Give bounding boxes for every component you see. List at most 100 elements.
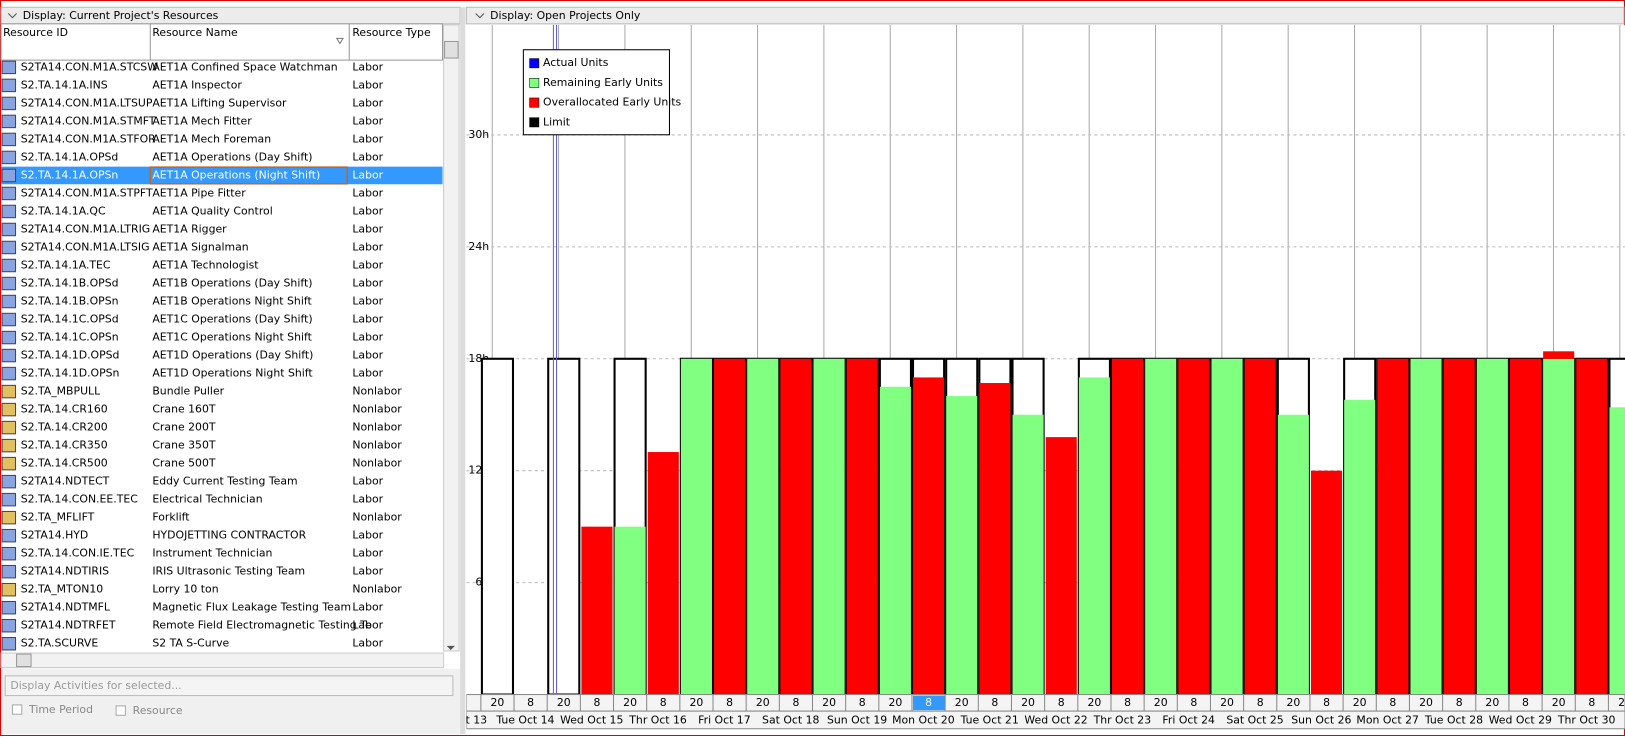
column-title[interactable]: Resource ID — [3, 26, 68, 39]
cell-text: Nonlabor — [352, 511, 402, 524]
overallocated-bar — [1045, 437, 1077, 695]
overallocated-bar — [1310, 470, 1343, 695]
slot-label: 20 — [690, 696, 704, 709]
resource-icon — [1, 186, 17, 201]
resource-icon — [1, 240, 17, 255]
column-title[interactable]: Resource Name — [152, 26, 238, 39]
resource-row[interactable]: S2.TA.14.1D.OPSd AET1D Operations (Day Sh… — [1, 349, 384, 363]
legend-label: Overallocated Early Units — [543, 96, 682, 109]
scroll-arrow[interactable] — [446, 645, 455, 650]
slot-label: 8 — [660, 696, 667, 709]
resource-icon — [1, 474, 17, 489]
checkbox[interactable] — [115, 705, 126, 716]
resource-row[interactable]: S2TA14.HYD HYDOJETTING CONTRACTOR Labor — [1, 529, 384, 543]
cell-text: S2.TA.14.1A.QC — [21, 204, 106, 217]
resource-row[interactable]: S2.TA_MTON10 Lorry 10 ton Nonlabor — [1, 583, 402, 597]
slot-label: 20 — [756, 696, 770, 709]
resource-row[interactable]: S2.TA.14.1B.OPSn AET1B Operations Night S… — [1, 295, 384, 309]
column-title[interactable]: Resource Type — [352, 26, 431, 39]
resource-row[interactable]: S2.TA.14.CR350 Crane 350T Nonlabor — [1, 439, 402, 453]
collapse-icon[interactable] — [475, 13, 485, 19]
cell-text: S2.TA.14.1A.OPSd — [21, 150, 119, 163]
resource-row[interactable]: S2.TA_MFLIFT Forklift Nonlabor — [1, 510, 402, 525]
panel-title: Display: Current Project's Resources — [23, 9, 219, 22]
scroll-thumb[interactable] — [16, 653, 32, 668]
cell-text: S2.TA.14.1D.OPSn — [21, 367, 120, 380]
cell-text: Labor — [352, 367, 383, 380]
checkbox[interactable] — [11, 704, 23, 715]
day-label: Tue Oct 21 — [960, 713, 1019, 726]
resource-row[interactable]: S2.TA_MBPULL Bundle Puller Nonlabor — [1, 385, 402, 399]
chart-title: Display: Open Projects Only — [490, 9, 641, 22]
cell-text: AET1A Confined Space Watchman — [152, 60, 337, 73]
resource-row[interactable]: S2.TA.14.1C.OPSd AET1C Operations (Day Sh… — [1, 313, 384, 327]
day-label: Mon Oct 27 — [1356, 713, 1418, 726]
cell-text: S2.TA.14.CR350 — [21, 439, 108, 452]
resource-row[interactable]: S2.TA.SCURVE S2 TA S-Curve Labor — [1, 637, 384, 651]
cell-text: Crane 160T — [152, 403, 216, 416]
slot-label: 8 — [1389, 696, 1396, 709]
cell-text: S2.TA.14.1A.INS — [21, 78, 108, 91]
collapse-icon[interactable] — [7, 13, 17, 19]
cell-text: AET1A Operations (Night Shift) — [152, 168, 320, 181]
slot-label: 20 — [1154, 696, 1168, 709]
day-label: Tue Oct 14 — [495, 713, 554, 726]
button-label: Display Activities for selected... — [10, 679, 181, 692]
cell-text: Crane 350T — [152, 439, 216, 452]
resource-row[interactable]: S2.TA.14.1C.OPSn AET1C Operations Night S… — [1, 331, 384, 345]
resource-icon — [1, 510, 17, 525]
resource-row[interactable]: S2.TA.14.1A.QC AET1A Quality Control Labor — [1, 204, 384, 219]
slot-label: 20 — [1220, 696, 1234, 709]
overallocated-bar — [1178, 358, 1210, 695]
cell-text: S2TA14.CON.M1A.STFOR — [21, 132, 156, 145]
resource-row[interactable]: S2TA14.CON.M1A.STPFT AET1A Pipe Fitter Lab… — [1, 186, 384, 201]
resource-row[interactable]: S2.TA.14.CR500 Crane 500T Nonlabor — [1, 457, 402, 471]
resource-row[interactable]: S2TA14.CON.M1A.LTRIG AET1A Rigger Labor — [1, 222, 384, 237]
resource-row[interactable]: S2.TA.14.1B.OPSd AET1B Operations (Day Sh… — [1, 277, 384, 291]
v-scrollbar[interactable] — [443, 24, 460, 652]
resource-row[interactable]: S2.TA.14.CON.EE.TEC Electrical Technician… — [1, 493, 384, 507]
cell-text: Labor — [352, 114, 383, 127]
sort-icon[interactable] — [335, 37, 344, 45]
cell-text: Labor — [352, 331, 383, 344]
resource-row[interactable]: S2TA14.CON.M1A.LTSIG AET1A Signalman Labor — [1, 240, 384, 255]
cell-text: Nonlabor — [352, 583, 402, 596]
cell-text: S2TA14.NDTIRIS — [21, 565, 109, 578]
resource-row[interactable]: S2.TA.14.1D.OPSn AET1D Operations Night S… — [1, 367, 384, 381]
overallocated-bar — [1543, 351, 1575, 359]
h-scrollbar[interactable] — [0, 652, 445, 669]
cell-text: AET1A Quality Control — [152, 204, 272, 217]
resource-row[interactable]: S2TA14.CON.M1A.LTSUP AET1A Lifting Superv… — [1, 96, 384, 111]
resource-row[interactable]: S2.TA.14.1A.TEC AET1A Technologist Labor — [1, 259, 384, 273]
resource-row[interactable]: S2TA14.NDTECT Eddy Current Testing Team La… — [1, 474, 384, 489]
resource-row[interactable]: S2.TA.14.CON.IE.TEC Instrument Technician… — [1, 547, 384, 561]
slot-label: 20 — [623, 696, 637, 709]
resource-row[interactable]: S2.TA.14.CR200 Crane 200T Nonlabor — [1, 421, 402, 435]
resource-row[interactable]: S2.TA.14.1A.OPSd AET1A Operations (Day Sh… — [1, 150, 384, 165]
resource-row[interactable]: S2.TA.14.1A.INS AET1A Inspector Labor — [1, 78, 384, 93]
slot-label: 8 — [792, 696, 799, 709]
resource-icon — [1, 96, 17, 111]
resource-row[interactable]: S2.TA.14.CR160 Crane 160T Nonlabor — [1, 403, 402, 417]
splitter[interactable] — [460, 7, 466, 734]
remaining-bar — [1078, 377, 1110, 695]
resource-row[interactable]: S2TA14.NDTIRIS IRIS Ultrasonic Testing Te… — [1, 565, 384, 579]
resource-row[interactable]: S2TA14.NDTRFET Remote Field Electromagnet… — [1, 619, 384, 633]
cell-text: AET1B Operations Night Shift — [152, 295, 311, 308]
legend-swatch — [529, 78, 540, 88]
resource-row[interactable]: S2.TA.14.1A.OPSn AET1A Operations (Night … — [1, 166, 443, 185]
remaining-bar — [1410, 358, 1442, 695]
legend-label: Remaining Early Units — [543, 76, 663, 89]
scroll-thumb[interactable] — [444, 40, 459, 59]
cell-text: Nonlabor — [352, 439, 402, 452]
resource-row[interactable]: S2TA14.NDTMFL Magnetic Flux Leakage Testi… — [1, 601, 384, 615]
remaining-bar — [1211, 358, 1243, 695]
remaining-bar — [614, 526, 646, 695]
display-activities-button[interactable] — [4, 675, 454, 697]
resource-icon — [1, 150, 17, 165]
limit-bar — [480, 357, 515, 696]
